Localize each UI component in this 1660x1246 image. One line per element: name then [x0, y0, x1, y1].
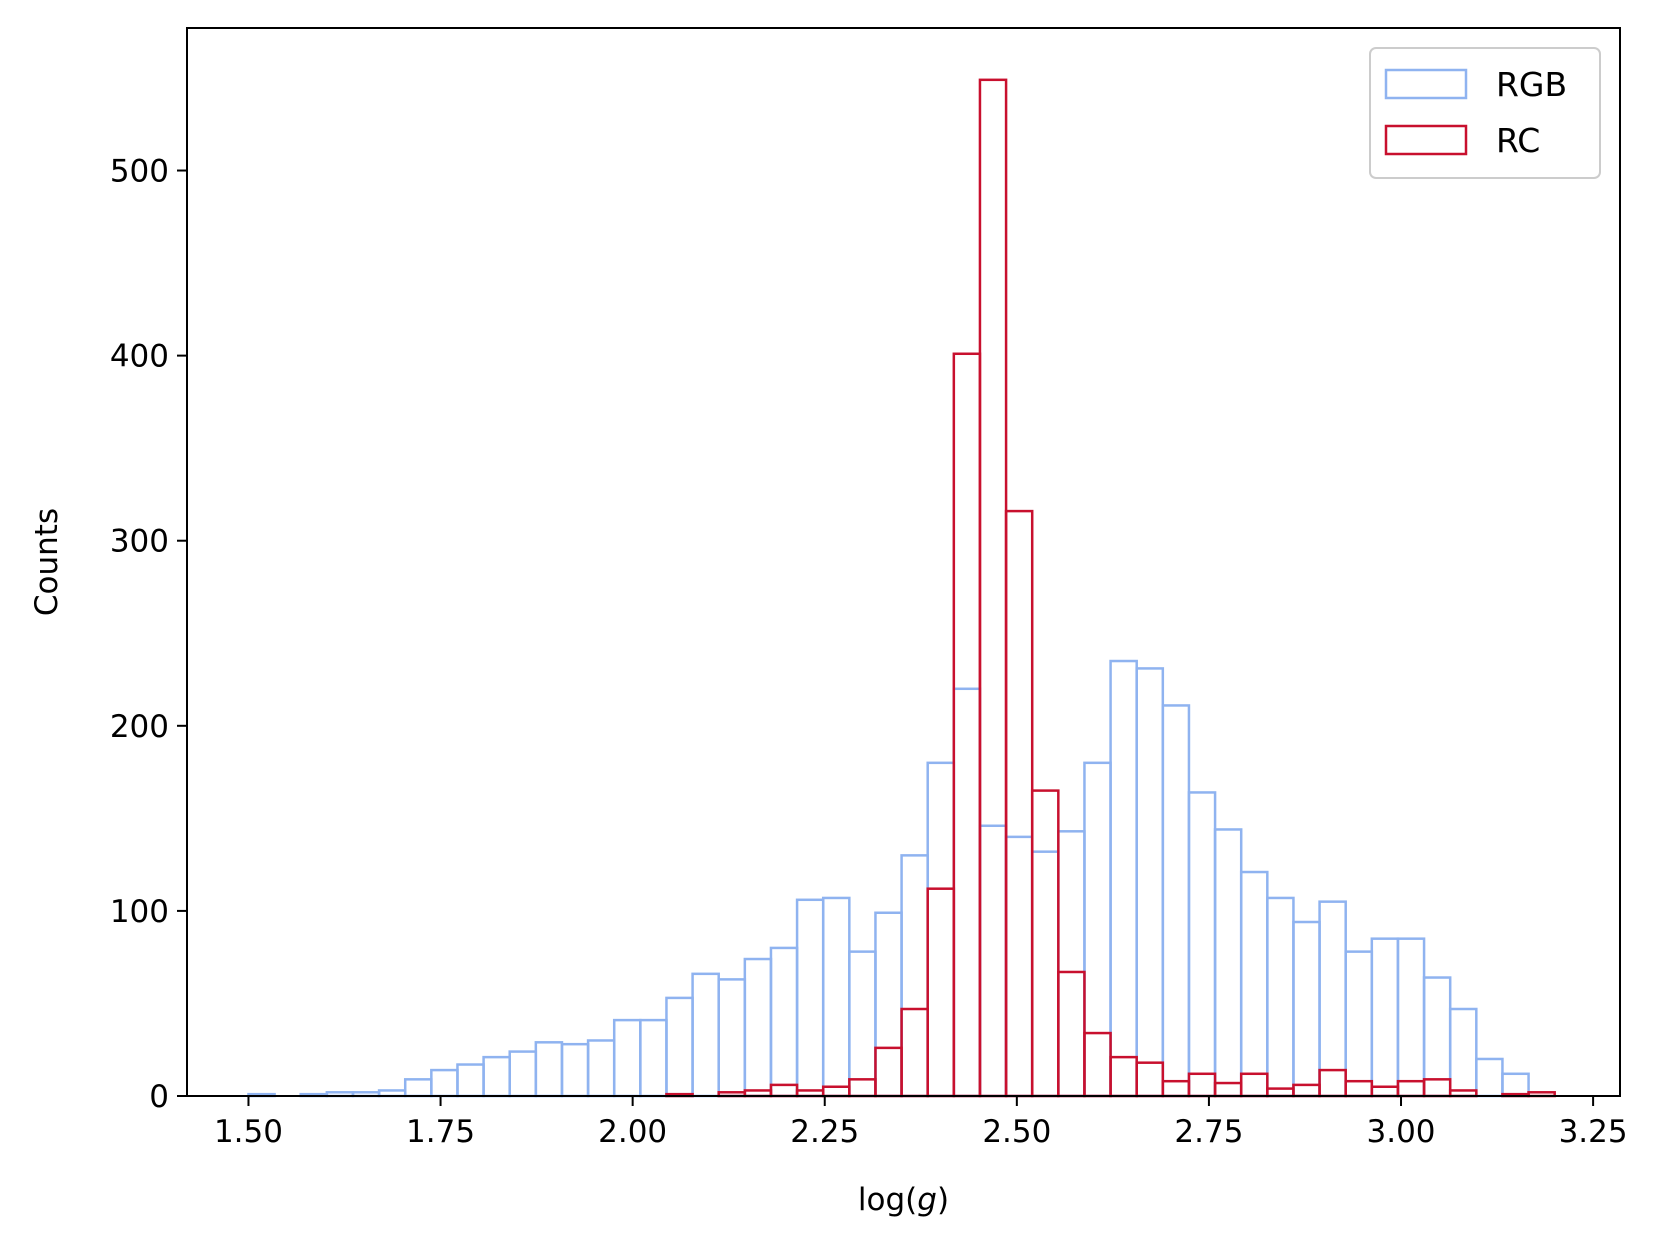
- y-tick-label: 0: [149, 1079, 169, 1115]
- y-tick-label: 200: [110, 709, 169, 745]
- x-tick-label: 1.75: [406, 1114, 475, 1150]
- x-axis-label: log(g): [858, 1182, 949, 1218]
- x-tick-label: 3.25: [1559, 1114, 1628, 1150]
- x-tick-label: 1.50: [214, 1114, 283, 1150]
- y-tick-label: 500: [110, 154, 169, 190]
- legend: RGB RC: [1369, 47, 1601, 179]
- y-axis-ticks: 0 100 200 300 400 500: [110, 154, 187, 1115]
- y-tick-label: 300: [110, 524, 169, 560]
- x-tick-label: 2.25: [790, 1114, 859, 1150]
- y-tick-label: 400: [110, 339, 169, 375]
- x-tick-label: 2.75: [1174, 1114, 1243, 1150]
- legend-label-rgb: RGB: [1496, 65, 1567, 104]
- y-axis-label: Counts: [29, 508, 65, 616]
- legend-label-rc: RC: [1496, 121, 1540, 160]
- legend-frame: [1369, 47, 1601, 179]
- plot-frame: [186, 27, 1621, 1097]
- x-tick-label: 2.50: [982, 1114, 1051, 1150]
- y-tick-label: 100: [110, 894, 169, 930]
- x-tick-label: 3.00: [1367, 1114, 1436, 1150]
- x-axis-ticks: 1.50 1.75 2.00 2.25 2.50 2.75 3.00 3.25: [214, 1096, 1628, 1150]
- legend-swatch-rgb: [1384, 68, 1468, 100]
- x-tick-label: 2.00: [598, 1114, 667, 1150]
- legend-swatch-rc: [1384, 124, 1468, 156]
